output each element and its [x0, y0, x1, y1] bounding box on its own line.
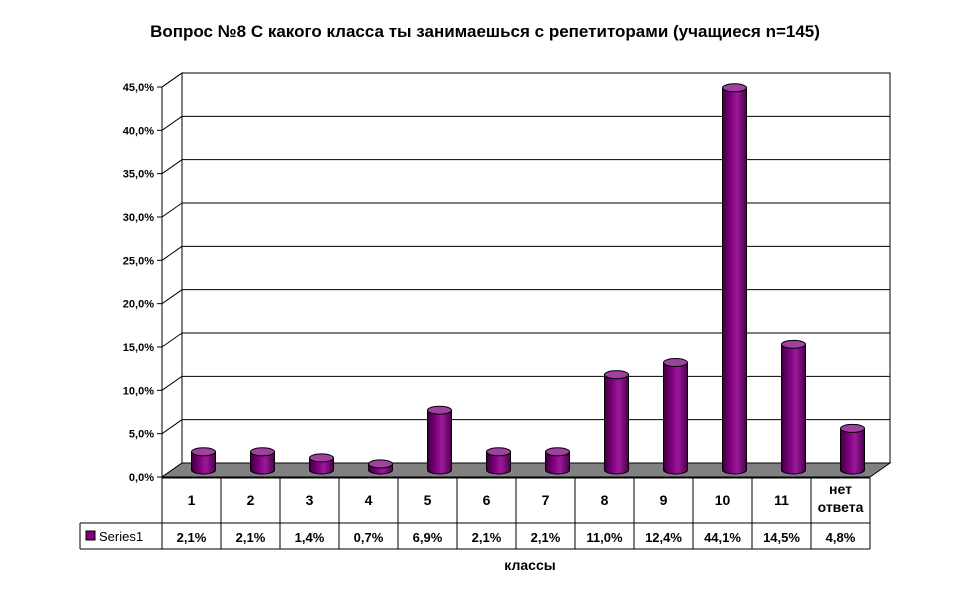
data-label: 0,7%	[354, 530, 384, 545]
gridline-side	[161, 115, 183, 131]
x-tick-label: нет	[829, 481, 852, 497]
x-tick-label: 8	[601, 492, 609, 508]
x-tick-label: ответа	[818, 499, 864, 515]
bar-body	[663, 362, 688, 475]
y-tick-label: 0,0%	[129, 472, 154, 484]
gridline-side	[161, 375, 183, 391]
bar-body	[191, 451, 216, 475]
bar-11	[781, 339, 806, 475]
gridline-side	[161, 159, 183, 175]
bar-8	[604, 370, 629, 475]
bar-body	[545, 451, 570, 475]
x-tick-label: 6	[483, 492, 491, 508]
x-tick-label: 7	[542, 492, 550, 508]
bar-body	[722, 87, 747, 475]
data-label: 2,1%	[531, 530, 561, 545]
bar-body	[604, 374, 629, 475]
y-tick-label: 25,0%	[123, 255, 154, 267]
y-tick-label: 35,0%	[123, 169, 154, 181]
x-tick-label: 10	[715, 492, 731, 508]
bar-нет-ответа	[840, 423, 865, 475]
gridline-side	[161, 419, 183, 435]
y-tick-label: 20,0%	[123, 299, 154, 311]
bar-top	[545, 447, 570, 457]
gridline-side	[161, 289, 183, 305]
bar-top	[486, 447, 511, 457]
gridline-side	[161, 332, 183, 348]
y-tick-label: 40,0%	[123, 125, 154, 137]
bar-body	[427, 409, 452, 475]
bar-top	[368, 459, 393, 469]
bar-body	[840, 427, 865, 475]
x-tick-label: 5	[424, 492, 432, 508]
y-tick-label: 15,0%	[123, 342, 154, 354]
legend-label: Series1	[99, 529, 143, 544]
bar-body	[486, 451, 511, 475]
x-tick-label: 2	[247, 492, 255, 508]
bar-5	[427, 405, 452, 475]
bar-2	[250, 447, 275, 475]
y-tick-label: 30,0%	[123, 212, 154, 224]
bar-top	[781, 339, 806, 349]
bar-top	[191, 447, 216, 457]
data-label: 11,0%	[586, 530, 623, 545]
bar-body	[250, 451, 275, 475]
data-label: 12,4%	[645, 530, 682, 545]
x-tick-label: 9	[660, 492, 668, 508]
data-label: 2,1%	[472, 530, 502, 545]
bar-top	[722, 83, 747, 93]
bar-top	[663, 358, 688, 368]
x-axis-label: классы	[504, 557, 556, 573]
data-label: 2,1%	[177, 530, 207, 545]
y-tick-label: 10,0%	[123, 385, 154, 397]
gridline-side	[161, 202, 183, 218]
bar-6	[486, 447, 511, 475]
data-label: 2,1%	[236, 530, 266, 545]
x-tick-label: 3	[306, 492, 314, 508]
x-tick-label: 4	[365, 492, 373, 508]
bar-7	[545, 447, 570, 475]
x-tick-label: 1	[188, 492, 196, 508]
bar-top	[250, 447, 275, 457]
bar-top	[427, 405, 452, 415]
data-label: 4,8%	[826, 530, 856, 545]
bar-1	[191, 447, 216, 475]
bar-top	[604, 370, 629, 380]
bar-top	[309, 453, 334, 463]
bar-body	[309, 457, 334, 475]
data-label: 1,4%	[295, 530, 325, 545]
bar-10	[722, 83, 747, 475]
data-label: 44,1%	[704, 530, 741, 545]
bar-3	[309, 453, 334, 475]
chart-title: Вопрос №8 С какого класса ты занимаешься…	[150, 22, 820, 41]
data-label: 14,5%	[763, 530, 800, 545]
plot-back-wall	[181, 72, 891, 464]
bar-9	[663, 358, 688, 475]
plot-floor	[160, 462, 892, 478]
legend-key	[85, 530, 96, 541]
gridline-side	[161, 72, 183, 88]
plot-side-wall	[161, 72, 183, 478]
data-label: 6,9%	[413, 530, 443, 545]
y-tick-label: 45,0%	[123, 82, 154, 94]
gridline-side	[161, 245, 183, 261]
bar-top	[840, 423, 865, 433]
bar-4	[368, 459, 393, 475]
y-tick-label: 5,0%	[129, 429, 154, 441]
x-tick-label: 11	[774, 492, 789, 508]
bar-body	[781, 343, 806, 475]
